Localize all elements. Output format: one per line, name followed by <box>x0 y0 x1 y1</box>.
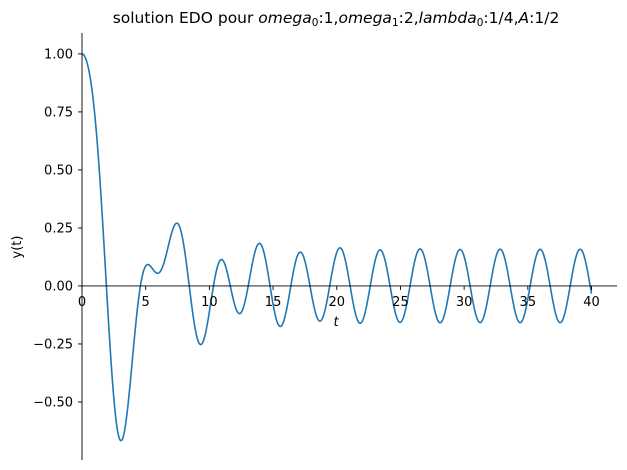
y-axis-label: y(t) <box>10 236 25 259</box>
y-tick-label: 0.50 <box>44 163 73 178</box>
title-prefix: solution EDO pour <box>112 9 259 27</box>
y-tick-label: 0.25 <box>44 221 73 236</box>
title-math-part: omega0:1, <box>258 9 339 29</box>
x-tick-label: 40 <box>583 295 600 310</box>
y-tick-label: −0.50 <box>33 395 73 410</box>
y-tick-label: 0.75 <box>44 105 73 120</box>
x-tick-label: 5 <box>142 295 150 310</box>
x-tick-label: 30 <box>456 295 473 310</box>
y-tick-label: −0.25 <box>33 337 73 352</box>
title-math-part: A:1/2 <box>518 9 560 27</box>
chart-title: solution EDO pour omega0:1,omega1:2,lamb… <box>0 9 627 29</box>
title-math-part: omega1:2, <box>338 9 419 29</box>
x-tick-label: 20 <box>328 295 345 310</box>
title-math: omega0:1,omega1:2,lambda0:1/4,A:1/2 <box>258 9 560 29</box>
x-tick-label: 0 <box>78 295 86 310</box>
y-tick-label: 0.00 <box>44 279 73 294</box>
x-tick-label: 35 <box>520 295 537 310</box>
x-axis-label: t <box>333 315 339 330</box>
x-tick-label: 10 <box>201 295 218 310</box>
y-tick-label: 1.00 <box>44 47 73 62</box>
x-tick-label: 25 <box>392 295 409 310</box>
x-tick-label: 15 <box>265 295 282 310</box>
series-line <box>81 53 593 442</box>
title-math-part: lambda0:1/4, <box>418 9 519 29</box>
